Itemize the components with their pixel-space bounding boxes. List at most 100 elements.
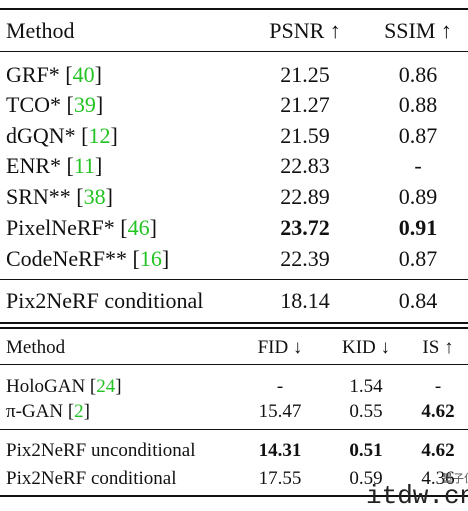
citation-number: 16 xyxy=(139,246,162,271)
method-name: π-GAN xyxy=(6,401,64,422)
value-cell: 23.72 xyxy=(280,215,330,240)
value-cell: 1.54 xyxy=(349,376,383,397)
citation-bracket: [ xyxy=(76,184,84,209)
method-cell: HoloGAN [24] xyxy=(6,376,122,398)
method-cell: ENR* [11] xyxy=(6,153,102,179)
citation-bracket: ] xyxy=(83,401,90,422)
citation-bracket: ] xyxy=(110,123,118,148)
citation-bracket: [ xyxy=(66,92,74,117)
column-header: Method xyxy=(6,337,66,358)
citation-number: 40 xyxy=(72,62,95,87)
value-cell: 0.84 xyxy=(398,288,438,313)
value-cell: 4.62 xyxy=(421,440,455,461)
citation-bracket: ] xyxy=(105,184,113,209)
rule xyxy=(0,495,468,497)
rule xyxy=(0,364,468,365)
column-header: IS ↑ xyxy=(422,337,454,358)
rule xyxy=(0,8,468,10)
citation: [2] xyxy=(68,401,90,422)
method-name: GRF* xyxy=(6,62,60,87)
method-cell: Pix2NeRF conditional xyxy=(6,468,176,490)
value-cell: 0.91 xyxy=(398,215,438,240)
citation: [16] xyxy=(133,246,170,271)
method-cell: GRF* [40] xyxy=(6,62,102,88)
value-cell: 17.55 xyxy=(258,468,302,489)
value-cell: 0.86 xyxy=(398,62,438,87)
rule xyxy=(0,279,468,280)
citation-bracket: [ xyxy=(81,123,89,148)
method-name: PixelNeRF* xyxy=(6,215,115,240)
citation-number: 24 xyxy=(96,376,116,397)
value-cell: 22.39 xyxy=(280,246,330,271)
method-cell: Pix2NeRF unconditional xyxy=(6,440,195,462)
value-cell: 15.47 xyxy=(258,401,302,422)
citation-number: 12 xyxy=(88,123,111,148)
rule xyxy=(0,51,468,52)
method-cell: TCO* [39] xyxy=(6,92,103,118)
method-name: TCO* xyxy=(6,92,61,117)
column-header: SSIM ↑ xyxy=(384,18,452,43)
value-cell: 14.31 xyxy=(258,440,302,461)
method-name: dGQN* xyxy=(6,123,76,148)
citation-number: 2 xyxy=(74,401,84,422)
watermark: itdw.cn xyxy=(366,481,468,511)
citation-bracket: ] xyxy=(115,376,122,397)
method-name: Pix2NeRF conditional xyxy=(6,288,204,313)
column-header: PSNR ↑ xyxy=(269,18,341,43)
citation: [24] xyxy=(90,376,122,397)
value-cell: 21.25 xyxy=(280,62,330,87)
value-cell: 4.62 xyxy=(421,401,455,422)
citation-bracket: ] xyxy=(95,92,104,117)
value-cell: 0.89 xyxy=(398,184,438,209)
citation-number: 11 xyxy=(73,153,96,178)
citation: [38] xyxy=(76,184,113,209)
value-cell: 22.89 xyxy=(280,184,330,209)
value-cell: 0.87 xyxy=(398,246,438,271)
value-cell: 4.36 xyxy=(421,468,455,489)
value-cell: 0.55 xyxy=(349,401,383,422)
citation-bracket: ] xyxy=(149,215,157,240)
value-cell: 18.14 xyxy=(280,288,330,313)
value-cell: 0.59 xyxy=(349,468,383,489)
citation-bracket: [ xyxy=(66,153,74,178)
citation-number: 46 xyxy=(127,215,150,240)
method-name: SRN** xyxy=(6,184,71,209)
rule xyxy=(0,429,468,430)
method-cell: CodeNeRF** [16] xyxy=(6,246,169,272)
value-cell: 21.59 xyxy=(280,123,330,148)
method-name: HoloGAN xyxy=(6,376,86,397)
rule xyxy=(0,322,468,324)
value-cell: 21.27 xyxy=(280,92,330,117)
value-cell: - xyxy=(276,376,284,397)
value-cell: 22.83 xyxy=(280,153,330,178)
method-cell: π-GAN [2] xyxy=(6,401,90,423)
method-name: ENR* xyxy=(6,153,61,178)
method-cell: dGQN* [12] xyxy=(6,123,118,149)
citation-bracket: ] xyxy=(161,246,170,271)
value-cell: 0.88 xyxy=(398,92,438,117)
rule xyxy=(0,327,468,329)
method-name: Pix2NeRF unconditional xyxy=(6,440,196,461)
column-header: Method xyxy=(6,18,75,43)
citation-number: 38 xyxy=(83,184,106,209)
citation: [39] xyxy=(67,92,104,117)
citation: [12] xyxy=(81,123,118,148)
value-cell: - xyxy=(434,376,442,397)
citation: [46] xyxy=(120,215,157,240)
watermark: 量子位 xyxy=(442,472,468,485)
method-name: Pix2NeRF conditional xyxy=(6,468,177,489)
method-name: CodeNeRF** xyxy=(6,246,127,271)
citation: [40] xyxy=(65,62,102,87)
citation-bracket: [ xyxy=(120,215,128,240)
citation-bracket: [ xyxy=(132,246,140,271)
citation: [11] xyxy=(67,153,103,178)
method-cell: Pix2NeRF conditional xyxy=(6,288,203,314)
citation-bracket: ] xyxy=(95,153,103,178)
method-cell: PixelNeRF* [46] xyxy=(6,215,157,241)
value-cell: 0.51 xyxy=(349,440,383,461)
citation-bracket: ] xyxy=(94,62,102,87)
citation-bracket: [ xyxy=(65,62,73,87)
citation-number: 39 xyxy=(73,92,96,117)
value-cell: - xyxy=(414,153,422,178)
